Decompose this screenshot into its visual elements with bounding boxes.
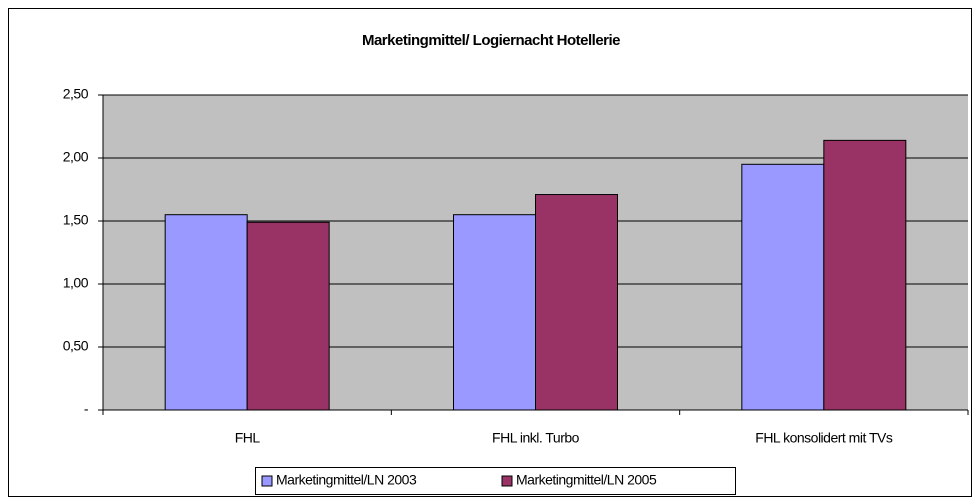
x-tick-label: FHL inkl. Turbo xyxy=(492,430,580,446)
chart-title: Marketingmittel/ Logiernacht Hotellerie xyxy=(362,32,620,49)
bar xyxy=(246,221,330,411)
y-tick-label: 2,00 xyxy=(63,149,89,165)
bar xyxy=(741,163,825,411)
bar xyxy=(823,139,907,411)
bar xyxy=(164,214,248,411)
y-tick-label: 1,50 xyxy=(63,212,89,228)
y-tick-label: - xyxy=(84,401,89,417)
x-tick-label: FHL konsolidert mit TVs xyxy=(755,430,893,446)
legend-label: Marketingmittel/LN 2005 xyxy=(516,472,657,488)
legend-swatch xyxy=(261,475,273,487)
y-tick-label: 2,50 xyxy=(63,86,89,102)
x-tick-label: FHL xyxy=(235,430,261,446)
y-tick-label: 0,50 xyxy=(63,338,89,354)
y-tick-label: 1,00 xyxy=(63,275,89,291)
bar xyxy=(453,214,536,411)
legend-swatch xyxy=(501,475,513,487)
bar xyxy=(535,194,618,411)
legend xyxy=(255,467,736,495)
legend-label: Marketingmittel/LN 2003 xyxy=(276,472,417,488)
